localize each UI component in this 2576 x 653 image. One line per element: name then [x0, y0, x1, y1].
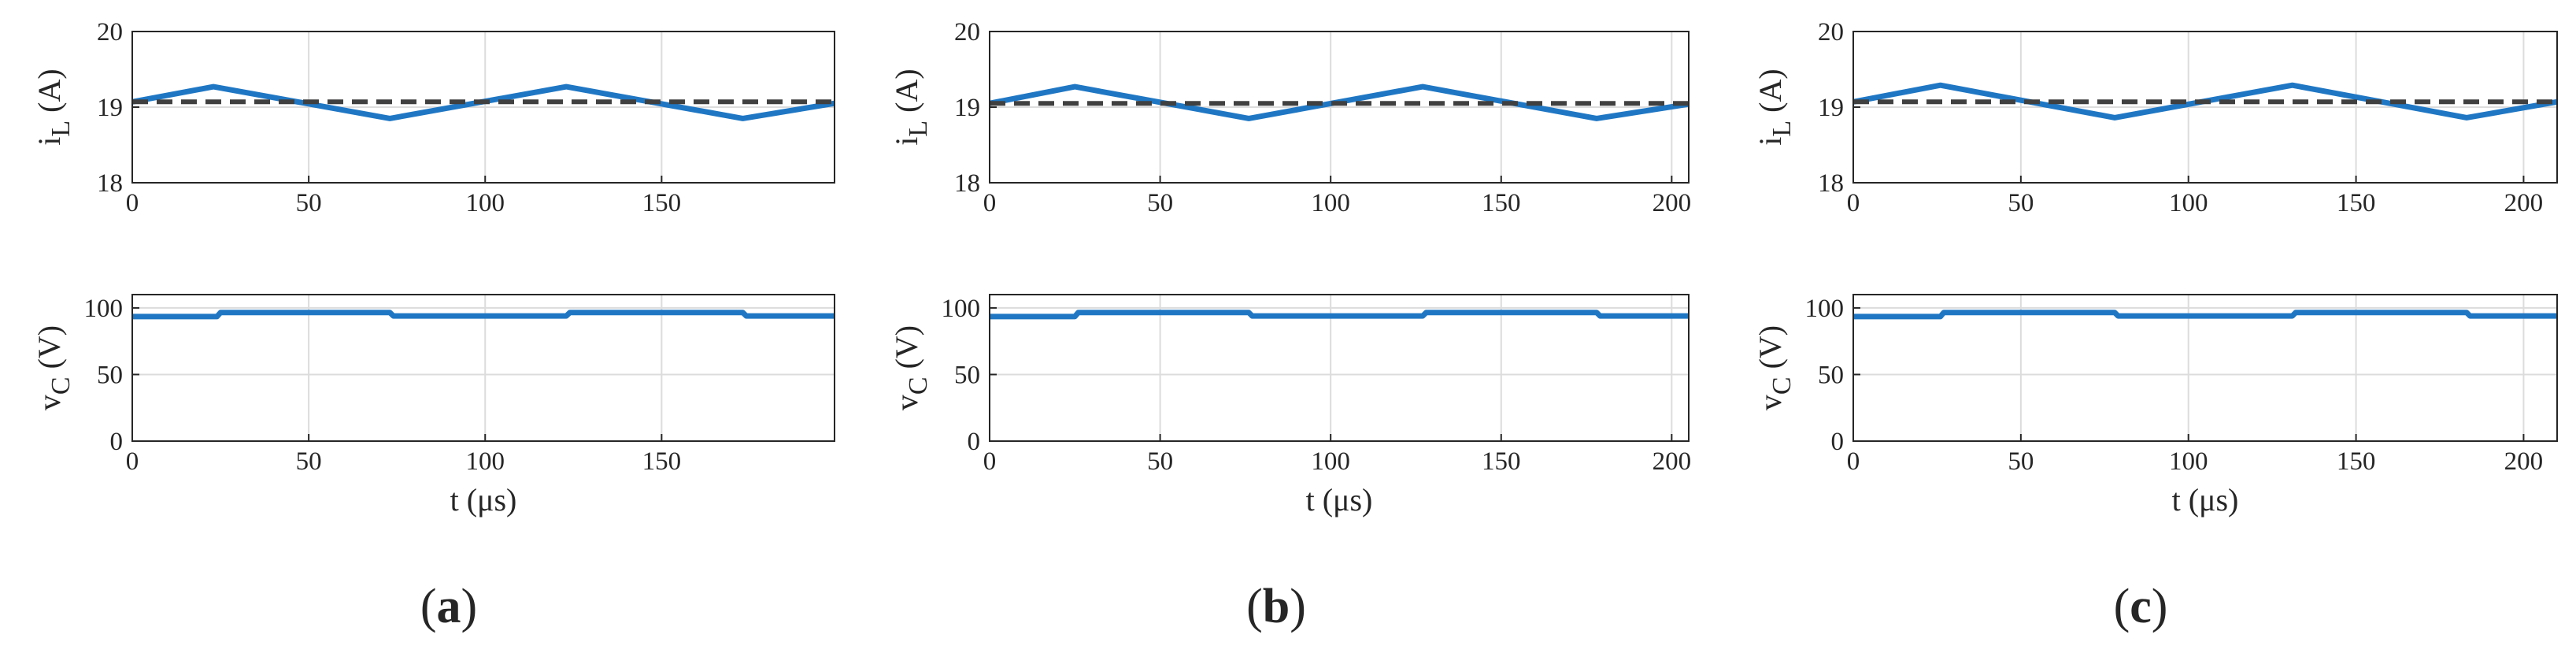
axes-box [989, 294, 1690, 442]
y-tick-label: 50 [954, 361, 980, 389]
y-axis-label: iL (A) [889, 69, 933, 145]
y-axis-label-unit: (A) [1752, 69, 1788, 121]
y-axis-label: vC (V) [889, 325, 933, 410]
x-tick-label: 100 [1311, 447, 1350, 476]
x-tick-label: 150 [1482, 447, 1521, 476]
x-tick-label: 100 [2169, 189, 2208, 217]
y-tick-label: 0 [1831, 428, 1845, 456]
y-axis-label-subscript: L [1767, 121, 1797, 137]
panel-label-c: (c) [2114, 580, 2168, 633]
panel-label-open: ( [1246, 580, 1263, 633]
x-tick-label: 100 [465, 189, 505, 217]
y-axis-label-unit: (V) [1752, 325, 1788, 377]
plot-c-top: 0 50 100 150 200 18 19 20 iL (A) [1752, 18, 2558, 217]
panel-label-letter: a [437, 580, 461, 633]
y-axis-label-unit: (V) [889, 325, 924, 377]
x-tick-label: 100 [1311, 189, 1350, 217]
x-axis-label: t (μs) [1306, 482, 1373, 518]
x-tick-label: 50 [1147, 447, 1173, 476]
x-tick-label: 100 [2169, 447, 2208, 476]
y-axis-label-subscript: C [46, 377, 76, 395]
x-tick-label: 150 [1482, 189, 1521, 217]
y-axis-label: vC (V) [31, 325, 76, 410]
y-axis-label-subscript: C [904, 377, 933, 395]
y-axis-label-subscript: C [1767, 377, 1797, 395]
y-axis-label: iL (A) [31, 69, 76, 145]
y-tick-label: 20 [1818, 18, 1844, 46]
y-tick-label: 20 [954, 18, 980, 46]
plot-c-bottom: 0 50 100 150 200 0 50 100 vC (V) t (μs) [1752, 294, 2558, 518]
x-axis-label: t (μs) [2172, 482, 2239, 518]
y-axis-label: iL (A) [1752, 69, 1797, 145]
y-axis-label: vC (V) [1752, 325, 1797, 410]
x-tick-label: 200 [1653, 189, 1692, 217]
plot-a-bottom: 0 50 100 150 0 50 100 vC (V) t (μs) [31, 294, 835, 518]
axes-box [1852, 294, 2558, 442]
y-tick-label: 0 [110, 428, 124, 456]
x-tick-label: 50 [2008, 189, 2034, 217]
x-tick-label: 200 [2504, 447, 2544, 476]
y-tick-label: 20 [97, 18, 123, 46]
series-line [990, 310, 1689, 320]
panel-label-a: (a) [420, 580, 477, 633]
y-tick-label: 100 [942, 295, 981, 323]
y-tick-label: 18 [1818, 169, 1844, 198]
panel-label-letter: c [2130, 580, 2152, 633]
y-tick-label: 50 [1818, 361, 1844, 389]
x-tick-label: 50 [2008, 447, 2034, 476]
y-tick-label: 19 [1818, 94, 1844, 122]
y-tick-label: 18 [97, 169, 123, 198]
panel-label-close: ) [2152, 580, 2168, 633]
plot-b-bottom: 0 50 100 150 200 0 50 100 vC (V) t (μs) [889, 294, 1692, 518]
panel-label-b: (b) [1246, 580, 1306, 633]
panel-label-close: ) [461, 580, 478, 633]
y-axis-label-symbol: v [31, 395, 67, 410]
y-axis-label-symbol: i [31, 137, 67, 146]
y-tick-label: 19 [97, 94, 123, 122]
x-tick-label: 150 [2337, 447, 2376, 476]
x-tick-label: 50 [296, 447, 322, 476]
y-axis-label-symbol: i [1752, 137, 1788, 146]
series-line [1853, 310, 2557, 320]
y-axis-label-symbol: v [889, 395, 924, 410]
x-tick-label: 0 [126, 447, 139, 476]
x-tick-label: 0 [1847, 189, 1860, 217]
y-axis-label-symbol: i [889, 137, 924, 146]
panel-label-open: ( [420, 580, 437, 633]
x-tick-label: 150 [2337, 189, 2376, 217]
x-tick-label: 150 [642, 447, 682, 476]
x-tick-label: 0 [983, 189, 997, 217]
y-tick-label: 0 [968, 428, 981, 456]
x-tick-label: 0 [126, 189, 139, 217]
x-tick-label: 150 [642, 189, 682, 217]
plot-a-top: 0 50 100 150 18 19 20 iL (A) [31, 18, 835, 217]
panel-label-open: ( [2114, 580, 2130, 633]
y-tick-label: 18 [954, 169, 980, 198]
y-tick-label: 100 [1805, 295, 1845, 323]
x-tick-label: 50 [296, 189, 322, 217]
y-tick-label: 19 [954, 94, 980, 122]
x-axis-label: t (μs) [450, 482, 517, 518]
y-axis-label-unit: (V) [31, 325, 67, 377]
x-tick-label: 50 [1147, 189, 1173, 217]
y-axis-label-unit: (A) [889, 69, 924, 121]
y-axis-label-symbol: v [1752, 395, 1788, 410]
series-line [132, 310, 835, 320]
x-tick-label: 0 [1847, 447, 1860, 476]
y-tick-label: 50 [97, 361, 123, 389]
y-axis-label-unit: (A) [31, 69, 67, 121]
y-axis-label-subscript: L [904, 121, 933, 137]
axes-box [131, 294, 835, 442]
panel-label-close: ) [1290, 580, 1306, 633]
x-tick-label: 0 [983, 447, 997, 476]
x-tick-label: 200 [2504, 189, 2544, 217]
x-tick-label: 200 [1653, 447, 1692, 476]
y-tick-label: 100 [84, 295, 124, 323]
x-tick-label: 100 [465, 447, 505, 476]
panel-label-letter: b [1263, 580, 1290, 633]
y-axis-label-subscript: L [46, 121, 76, 137]
plot-b-top: 0 50 100 150 200 18 19 20 iL (A) [889, 18, 1691, 217]
